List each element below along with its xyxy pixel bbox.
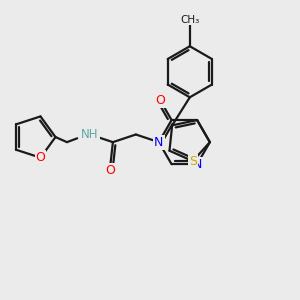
Text: CH₃: CH₃ [180,15,200,25]
Text: O: O [105,164,115,176]
Text: O: O [36,151,45,164]
Text: NH: NH [81,128,99,141]
Text: N: N [154,136,164,148]
Text: O: O [155,94,165,107]
Text: S: S [189,154,197,168]
Text: N: N [192,158,202,171]
